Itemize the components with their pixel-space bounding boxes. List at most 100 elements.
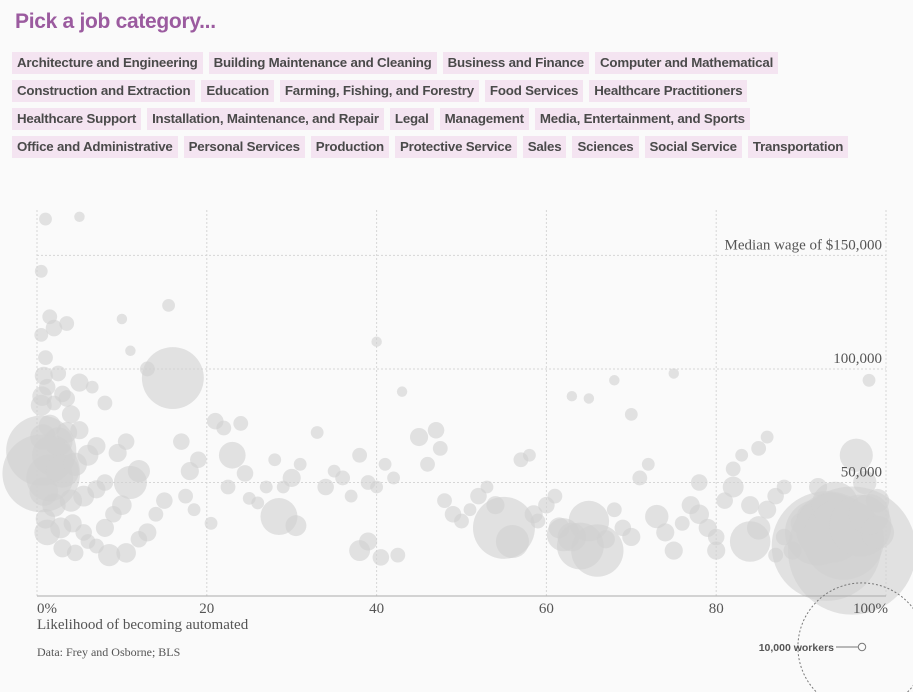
data-point bbox=[463, 503, 477, 517]
x-tick-label: 0% bbox=[37, 601, 57, 617]
data-point bbox=[268, 453, 282, 467]
data-point bbox=[690, 474, 708, 491]
data-point bbox=[583, 393, 595, 404]
data-point bbox=[138, 523, 157, 542]
data-point bbox=[480, 480, 494, 494]
data-point bbox=[760, 430, 774, 444]
data-point bbox=[530, 513, 546, 529]
data-point bbox=[141, 347, 204, 409]
data-point bbox=[746, 516, 771, 540]
data-point bbox=[156, 492, 173, 509]
data-point bbox=[622, 527, 641, 547]
category-legal[interactable]: Legal bbox=[389, 108, 434, 130]
category-computer-mathematical[interactable]: Computer and Mathematical bbox=[595, 52, 779, 74]
data-point bbox=[285, 515, 307, 537]
data-point bbox=[34, 327, 49, 342]
data-point bbox=[437, 493, 452, 509]
legend-label-small: 10,000 workers bbox=[759, 642, 834, 654]
category-office-administrative[interactable]: Office and Administrative bbox=[12, 136, 178, 158]
data-point bbox=[378, 457, 392, 471]
category-construction-extraction[interactable]: Construction and Extraction bbox=[12, 80, 196, 102]
data-point bbox=[839, 438, 873, 472]
data-point bbox=[95, 518, 114, 537]
data-point bbox=[251, 496, 265, 510]
data-point bbox=[66, 544, 84, 562]
category-row: Architecture and Engineering Building Ma… bbox=[12, 52, 912, 74]
category-personal-services[interactable]: Personal Services bbox=[183, 136, 305, 158]
data-point bbox=[45, 319, 63, 337]
x-tick-label: 80 bbox=[709, 601, 724, 617]
data-point bbox=[61, 405, 81, 424]
data-point bbox=[352, 447, 368, 463]
category-protective-service[interactable]: Protective Service bbox=[394, 136, 517, 158]
data-point bbox=[632, 470, 648, 486]
data-point bbox=[39, 212, 52, 226]
data-point bbox=[370, 480, 384, 494]
data-point bbox=[470, 487, 487, 505]
axes: 0% 20 40 60 80 100% 50,000 100,000 Median wage o… bbox=[37, 237, 888, 617]
category-management[interactable]: Management bbox=[439, 108, 529, 130]
data-point bbox=[74, 211, 85, 223]
data-point bbox=[596, 530, 615, 549]
category-healthcare-practitioners[interactable]: Healthcare Practitioners bbox=[589, 80, 748, 102]
data-point bbox=[87, 437, 106, 456]
category-food-services[interactable]: Food Services bbox=[484, 80, 584, 102]
data-point bbox=[236, 465, 254, 482]
category-sales[interactable]: Sales bbox=[522, 136, 567, 158]
data-point bbox=[117, 433, 135, 450]
data-point bbox=[162, 298, 176, 312]
category-architecture-engineering[interactable]: Architecture and Engineering bbox=[12, 52, 203, 74]
data-point bbox=[609, 375, 620, 386]
data-point bbox=[335, 470, 351, 486]
data-point bbox=[116, 543, 136, 563]
data-point bbox=[664, 541, 683, 560]
data-point bbox=[860, 515, 895, 549]
data-point bbox=[310, 426, 324, 439]
data-point bbox=[624, 407, 638, 421]
data-point bbox=[707, 541, 726, 560]
legend-large-circle bbox=[797, 582, 913, 692]
data-point bbox=[70, 421, 89, 440]
data-point bbox=[674, 515, 690, 531]
data-point bbox=[454, 513, 469, 529]
data-point bbox=[523, 448, 536, 462]
category-production[interactable]: Production bbox=[310, 136, 389, 158]
data-point bbox=[70, 373, 89, 392]
category-sciences[interactable]: Sciences bbox=[572, 136, 639, 158]
y-tick-label: Median wage of $150,000 bbox=[725, 237, 882, 253]
data-point bbox=[668, 368, 679, 379]
data-point bbox=[776, 479, 792, 495]
data-point bbox=[116, 313, 128, 325]
category-business-finance[interactable]: Business and Finance bbox=[442, 52, 589, 74]
category-education[interactable]: Education bbox=[201, 80, 274, 102]
x-tick-label: 40 bbox=[369, 601, 384, 617]
data-point bbox=[809, 477, 828, 497]
data-point bbox=[139, 361, 155, 377]
data-point bbox=[656, 523, 675, 542]
data-point bbox=[547, 488, 563, 504]
category-building-maintenance[interactable]: Building Maintenance and Cleaning bbox=[208, 52, 437, 74]
data-point bbox=[125, 345, 136, 357]
category-row: Office and Administrative Personal Servi… bbox=[12, 136, 912, 158]
category-social-service[interactable]: Social Service bbox=[644, 136, 742, 158]
x-tick-label: 20 bbox=[199, 601, 214, 617]
data-point bbox=[865, 488, 890, 513]
category-farming-fishing-forestry[interactable]: Farming, Fishing, and Forestry bbox=[279, 80, 479, 102]
data-point bbox=[293, 457, 307, 471]
data-point bbox=[30, 394, 52, 416]
data-point bbox=[359, 532, 378, 551]
category-transportation[interactable]: Transportation bbox=[747, 136, 849, 158]
data-point bbox=[187, 503, 201, 517]
category-installation-maintenance-repair[interactable]: Installation, Maintenance, and Repair bbox=[147, 108, 384, 130]
data-point bbox=[420, 456, 435, 472]
data-point bbox=[259, 480, 273, 494]
category-row: Construction and Extraction Education Fa… bbox=[12, 80, 912, 102]
data-point bbox=[725, 461, 741, 477]
data-point bbox=[204, 516, 218, 530]
data-point bbox=[645, 504, 669, 529]
category-media-entertainment-sports[interactable]: Media, Entertainment, and Sports bbox=[534, 108, 750, 130]
category-healthcare-support[interactable]: Healthcare Support bbox=[12, 108, 142, 130]
data-point bbox=[112, 495, 132, 515]
page-title: Pick a job category... bbox=[15, 10, 216, 33]
